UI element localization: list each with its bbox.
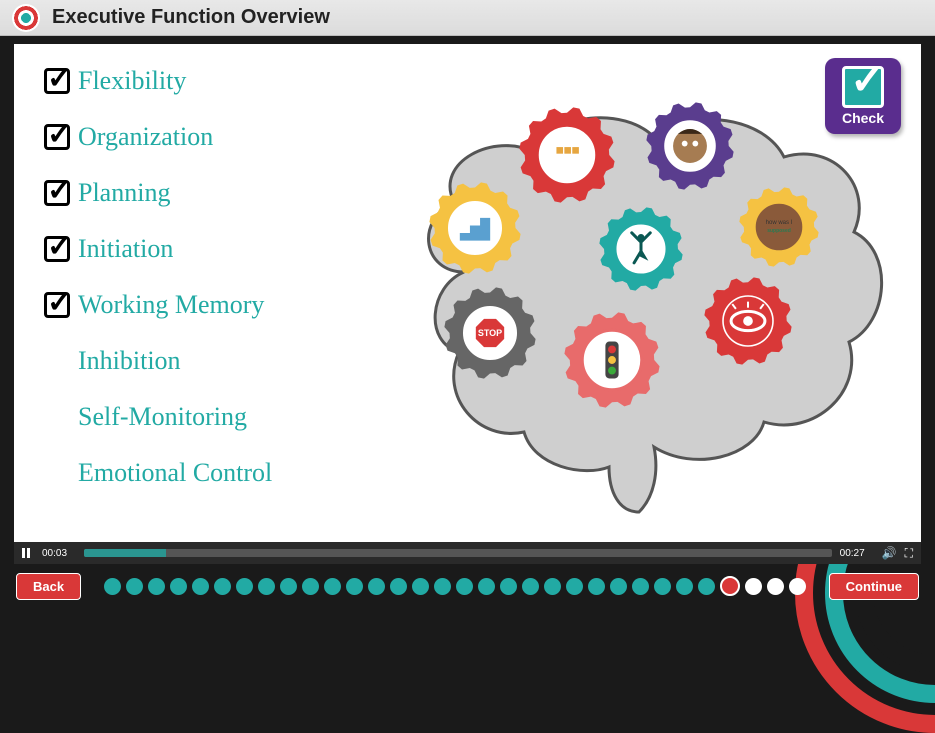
checkbox-icon	[44, 236, 70, 262]
page-title: Executive Function Overview	[52, 6, 330, 29]
progress-dot[interactable]	[258, 578, 275, 595]
progress-dot[interactable]	[588, 578, 605, 595]
progress-dot[interactable]	[324, 578, 341, 595]
planning-gear	[429, 182, 520, 273]
progress-dot[interactable]	[390, 578, 407, 595]
ef-item: Emotional Control	[44, 458, 364, 488]
back-button[interactable]: Back	[16, 573, 81, 600]
progress-dot[interactable]	[170, 578, 187, 595]
monitoring-gear	[704, 277, 791, 364]
ef-item-label: Planning	[78, 178, 170, 208]
progress-dot[interactable]	[104, 578, 121, 595]
working-memory-gear	[646, 102, 733, 189]
slide: Flexibility Organization Planning Initiatio…	[14, 44, 921, 542]
progress-dot[interactable]	[148, 578, 165, 595]
progress-dot[interactable]	[767, 578, 784, 595]
ef-item-label: Organization	[78, 122, 213, 152]
ef-item: Inhibition	[44, 346, 364, 376]
initiation-gear: how was I supposed	[739, 187, 818, 266]
progress-dot[interactable]	[456, 578, 473, 595]
flexibility-gear	[599, 207, 682, 290]
progress-dot[interactable]	[346, 578, 363, 595]
emotional-gear	[564, 312, 659, 407]
progress-dot[interactable]	[654, 578, 671, 595]
progress-dot[interactable]	[522, 578, 539, 595]
ef-item: Organization	[44, 122, 364, 152]
progress-dot[interactable]	[236, 578, 253, 595]
progress-dot[interactable]	[368, 578, 385, 595]
progress-dot[interactable]	[478, 578, 495, 595]
progress-dot[interactable]	[434, 578, 451, 595]
progress-dot[interactable]	[500, 578, 517, 595]
ef-item: Planning	[44, 178, 364, 208]
progress-dot[interactable]	[302, 578, 319, 595]
checkbox-icon	[44, 180, 70, 206]
progress-dot[interactable]	[610, 578, 627, 595]
progress-dot[interactable]	[789, 578, 806, 595]
logo-icon	[12, 4, 40, 32]
bottom-nav: Back Continue	[0, 556, 935, 616]
progress-dot[interactable]	[698, 578, 715, 595]
checkbox-icon	[44, 124, 70, 150]
progress-dot[interactable]	[632, 578, 649, 595]
progress-dots	[81, 576, 829, 596]
progress-dot[interactable]	[676, 578, 693, 595]
ef-item-label: Working Memory	[78, 290, 264, 320]
inhibition-gear: STOP	[444, 287, 535, 378]
svg-text:supposed: supposed	[767, 228, 791, 234]
ef-item-label: Flexibility	[78, 66, 186, 96]
progress-dot[interactable]	[720, 576, 740, 596]
svg-text:STOP: STOP	[478, 328, 502, 338]
header: Executive Function Overview	[0, 0, 935, 36]
svg-text:how was I: how was I	[766, 220, 793, 226]
progress-dot[interactable]	[126, 578, 143, 595]
ef-item: Self-Monitoring	[44, 402, 364, 432]
ef-item-label: Self-Monitoring	[78, 402, 247, 432]
ef-item-label: Inhibition	[78, 346, 181, 376]
progress-dot[interactable]	[412, 578, 429, 595]
checkbox-icon	[44, 292, 70, 318]
progress-dot[interactable]	[544, 578, 561, 595]
progress-dot[interactable]	[280, 578, 297, 595]
ef-item: Flexibility	[44, 66, 364, 96]
progress-dot[interactable]	[745, 578, 762, 595]
organization-gear	[519, 107, 614, 202]
progress-dot[interactable]	[214, 578, 231, 595]
ef-item: Working Memory	[44, 290, 364, 320]
content-area: Flexibility Organization Planning Initiatio…	[0, 36, 935, 556]
ef-item-label: Initiation	[78, 234, 173, 264]
ef-list: Flexibility Organization Planning Initiatio…	[44, 66, 364, 514]
progress-dot[interactable]	[566, 578, 583, 595]
ef-item: Initiation	[44, 234, 364, 264]
progress-dot[interactable]	[192, 578, 209, 595]
ef-item-label: Emotional Control	[78, 458, 272, 488]
brain-graphic: how was I supposed STOP	[384, 92, 894, 527]
checkbox-icon	[44, 68, 70, 94]
continue-button[interactable]: Continue	[829, 573, 919, 600]
